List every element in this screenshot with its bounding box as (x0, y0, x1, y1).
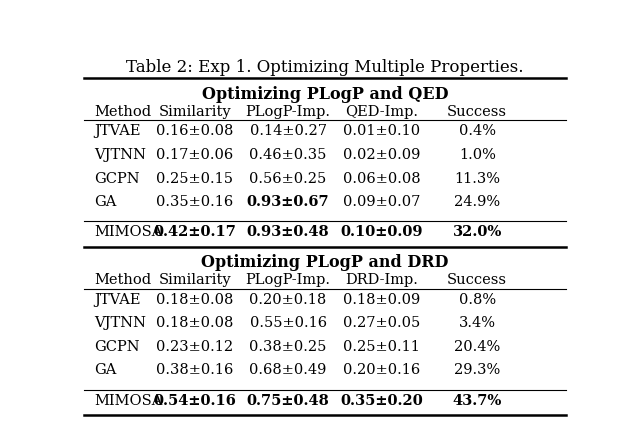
Text: 0.55±0.16: 0.55±0.16 (250, 316, 327, 330)
Text: 0.4%: 0.4% (459, 124, 496, 138)
Text: Method: Method (94, 273, 151, 287)
Text: 0.06±0.08: 0.06±0.08 (342, 172, 420, 185)
Text: Similarity: Similarity (158, 273, 231, 287)
Text: 0.27±0.05: 0.27±0.05 (343, 316, 420, 330)
Text: 29.3%: 29.3% (454, 363, 500, 377)
Text: Similarity: Similarity (158, 105, 231, 118)
Text: JTVAE: JTVAE (94, 293, 141, 307)
Text: Success: Success (447, 105, 507, 118)
Text: PLogP-Imp.: PLogP-Imp. (245, 273, 330, 287)
Text: Table 2: Exp 1. Optimizing Multiple Properties.: Table 2: Exp 1. Optimizing Multiple Prop… (126, 59, 524, 76)
Text: 0.38±0.25: 0.38±0.25 (249, 340, 327, 354)
Text: DRD-Imp.: DRD-Imp. (345, 273, 418, 287)
Text: 11.3%: 11.3% (454, 172, 500, 185)
Text: 0.23±0.12: 0.23±0.12 (156, 340, 233, 354)
Text: 0.18±0.09: 0.18±0.09 (343, 293, 420, 307)
Text: 0.16±0.08: 0.16±0.08 (156, 124, 233, 138)
Text: GA: GA (94, 195, 117, 209)
Text: GCPN: GCPN (94, 172, 139, 185)
Text: Method: Method (94, 105, 151, 118)
Text: 0.09±0.07: 0.09±0.07 (343, 195, 420, 209)
Text: 0.93±0.48: 0.93±0.48 (247, 225, 330, 239)
Text: 0.25±0.11: 0.25±0.11 (343, 340, 420, 354)
Text: 0.56±0.25: 0.56±0.25 (249, 172, 327, 185)
Text: 0.38±0.16: 0.38±0.16 (156, 363, 233, 377)
Text: 3.4%: 3.4% (459, 316, 496, 330)
Text: 24.9%: 24.9% (454, 195, 500, 209)
Text: 0.01±0.10: 0.01±0.10 (343, 124, 420, 138)
Text: 0.18±0.08: 0.18±0.08 (156, 316, 233, 330)
Text: VJTNN: VJTNN (94, 148, 146, 162)
Text: 0.10±0.09: 0.10±0.09 (340, 225, 423, 239)
Text: MIMOSA: MIMOSA (94, 225, 162, 239)
Text: 20.4%: 20.4% (454, 340, 500, 354)
Text: 0.46±0.35: 0.46±0.35 (249, 148, 327, 162)
Text: 0.14±0.27: 0.14±0.27 (250, 124, 327, 138)
Text: GA: GA (94, 363, 117, 377)
Text: 0.68±0.49: 0.68±0.49 (249, 363, 327, 377)
Text: MIMOSA: MIMOSA (94, 394, 162, 408)
Text: VJTNN: VJTNN (94, 316, 146, 330)
Text: 0.17±0.06: 0.17±0.06 (156, 148, 233, 162)
Text: 1.0%: 1.0% (459, 148, 496, 162)
Text: 0.35±0.20: 0.35±0.20 (340, 394, 423, 408)
Text: 0.8%: 0.8% (458, 293, 496, 307)
Text: 0.25±0.15: 0.25±0.15 (156, 172, 233, 185)
Text: 43.7%: 43.7% (453, 394, 502, 408)
Text: GCPN: GCPN (94, 340, 139, 354)
Text: 0.35±0.16: 0.35±0.16 (156, 195, 233, 209)
Text: 0.18±0.08: 0.18±0.08 (156, 293, 233, 307)
Text: QED-Imp.: QED-Imp. (345, 105, 418, 118)
Text: JTVAE: JTVAE (94, 124, 141, 138)
Text: 0.93±0.67: 0.93±0.67 (247, 195, 330, 209)
Text: Optimizing PLogP and DRD: Optimizing PLogP and DRD (201, 254, 449, 271)
Text: 0.02±0.09: 0.02±0.09 (343, 148, 420, 162)
Text: 0.75±0.48: 0.75±0.48 (247, 394, 330, 408)
Text: 32.0%: 32.0% (453, 225, 502, 239)
Text: 0.54±0.16: 0.54±0.16 (153, 394, 236, 408)
Text: 0.42±0.17: 0.42±0.17 (153, 225, 236, 239)
Text: 0.20±0.18: 0.20±0.18 (249, 293, 327, 307)
Text: PLogP-Imp.: PLogP-Imp. (245, 105, 330, 118)
Text: Success: Success (447, 273, 507, 287)
Text: 0.20±0.16: 0.20±0.16 (343, 363, 420, 377)
Text: Optimizing PLogP and QED: Optimizing PLogP and QED (202, 86, 448, 103)
